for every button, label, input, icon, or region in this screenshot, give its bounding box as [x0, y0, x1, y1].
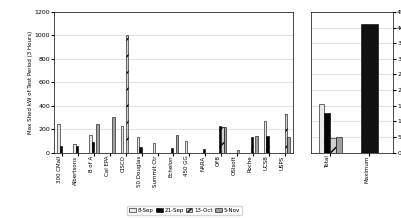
Bar: [330, 138, 336, 153]
Bar: [89, 135, 91, 153]
Legend: 8-Sep, 21-Sep, 13-Oct, 5-Nov: 8-Sep, 21-Sep, 13-Oct, 5-Nov: [127, 206, 242, 215]
Bar: [121, 126, 124, 153]
Bar: [203, 149, 205, 153]
Bar: [60, 146, 62, 153]
Bar: [237, 150, 239, 153]
Bar: [153, 143, 155, 153]
Bar: [112, 118, 115, 153]
Bar: [267, 136, 269, 153]
Bar: [285, 114, 287, 153]
Bar: [223, 127, 226, 153]
Bar: [139, 147, 142, 153]
Bar: [73, 144, 76, 153]
Y-axis label: Max Shed kW of Test Period (3 Hours): Max Shed kW of Test Period (3 Hours): [28, 31, 33, 134]
Bar: [319, 104, 324, 153]
Bar: [324, 113, 330, 153]
Bar: [184, 141, 187, 153]
Bar: [57, 124, 60, 153]
Bar: [176, 135, 178, 153]
Bar: [171, 148, 173, 153]
Bar: [336, 137, 342, 153]
Bar: [76, 146, 78, 153]
Bar: [251, 137, 253, 153]
Bar: [91, 142, 94, 153]
Bar: [360, 24, 378, 153]
Bar: [221, 127, 223, 153]
Bar: [219, 126, 221, 153]
Bar: [137, 137, 139, 153]
Bar: [255, 136, 258, 153]
Bar: [96, 124, 99, 153]
Bar: [126, 35, 128, 153]
Bar: [287, 137, 290, 153]
Bar: [264, 121, 267, 153]
